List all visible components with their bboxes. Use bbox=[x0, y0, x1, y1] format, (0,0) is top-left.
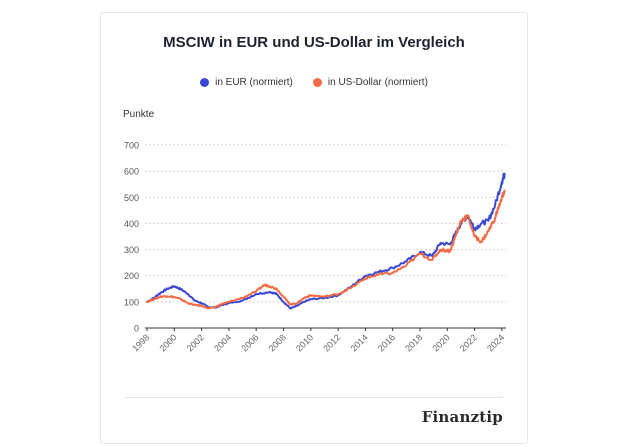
x-tick-label: 2014 bbox=[349, 332, 370, 353]
x-tick-label: 2002 bbox=[185, 332, 206, 353]
y-tick-label: 700 bbox=[124, 141, 139, 151]
x-tick-label: 2018 bbox=[403, 332, 424, 353]
legend-label-usd: in US-Dollar (normiert) bbox=[327, 77, 428, 88]
x-tick-label: 2010 bbox=[294, 332, 315, 353]
footer-divider bbox=[125, 397, 503, 398]
x-tick-label: 2024 bbox=[485, 332, 506, 353]
line-chart: 0 100 200 300 400 500 600 700 1998 2000 2002 2004 20… bbox=[124, 141, 506, 354]
y-tick-label: 0 bbox=[134, 324, 139, 334]
legend-dot-usd bbox=[312, 78, 322, 87]
legend-item-usd[interactable]: in US-Dollar (normiert) bbox=[312, 77, 428, 88]
x-tick-label: 2006 bbox=[239, 332, 260, 353]
y-tick-label: 400 bbox=[124, 219, 139, 229]
legend-item-eur[interactable]: in EUR (normiert) bbox=[200, 77, 293, 88]
y-tick-label: 600 bbox=[124, 167, 139, 177]
legend-label-eur: in EUR (normiert) bbox=[215, 77, 293, 88]
x-tick-label: 2016 bbox=[376, 332, 397, 353]
y-axis-label: Punkte bbox=[123, 109, 155, 120]
y-tick-label: 200 bbox=[124, 271, 139, 281]
chart-title: MSCIW in EUR und US-Dollar im Vergleich bbox=[163, 34, 465, 51]
y-tick-label: 500 bbox=[124, 193, 139, 203]
y-tick-label: 300 bbox=[124, 245, 139, 255]
x-tick-label: 2008 bbox=[267, 332, 288, 353]
series-line-eur bbox=[146, 172, 506, 310]
x-tick-label: 2004 bbox=[212, 332, 233, 353]
chart-legend: in EUR (normiert) in US-Dollar (normiert… bbox=[101, 77, 527, 88]
x-tick-label: 2000 bbox=[157, 332, 178, 353]
chart-card: MSCIW in EUR und US-Dollar im Vergleich … bbox=[100, 12, 528, 444]
series-line-usd bbox=[146, 189, 506, 310]
legend-dot-eur bbox=[200, 78, 210, 87]
x-tick-label: 1998 bbox=[130, 332, 151, 353]
y-tick-label: 100 bbox=[124, 297, 139, 307]
x-tick-label: 2012 bbox=[321, 332, 342, 353]
x-tick-label: 2020 bbox=[430, 332, 451, 353]
brand-logo: Finanztip bbox=[421, 408, 503, 426]
x-tick-label: 2022 bbox=[458, 332, 479, 353]
